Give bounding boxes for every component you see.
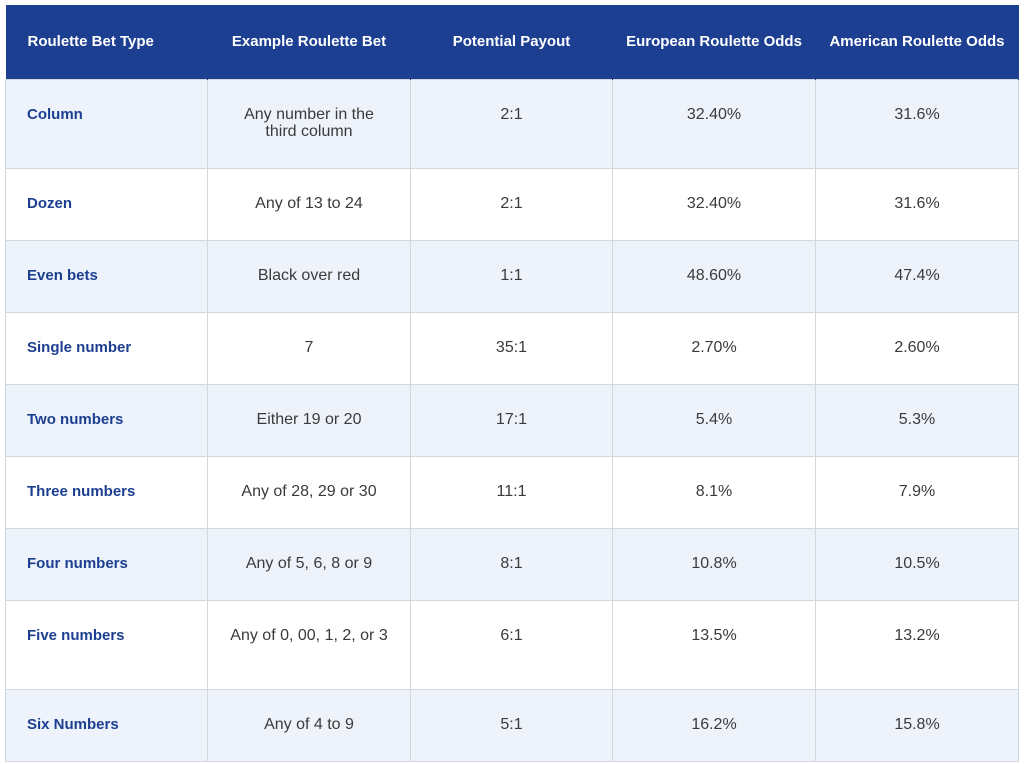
- cell-example: Any of 4 to 9: [207, 689, 411, 762]
- cell-bet-type: Six Numbers: [5, 689, 208, 762]
- cell-bet-type: Four numbers: [5, 528, 208, 601]
- table-row: Four numbers Any of 5, 6, 8 or 9 8:1 10.…: [5, 528, 1019, 601]
- cell-payout: 8:1: [410, 528, 613, 601]
- cell-european-odds: 10.8%: [612, 528, 816, 601]
- cell-bet-type: Single number: [5, 312, 208, 385]
- cell-american-odds: 5.3%: [815, 384, 1019, 457]
- cell-american-odds: 13.2%: [815, 600, 1019, 690]
- header-potential-payout: Potential Payout: [410, 5, 613, 80]
- table-header: Roulette Bet Type Example Roulette Bet P…: [5, 5, 1019, 80]
- cell-example: 7: [207, 312, 411, 385]
- cell-bet-type: Dozen: [5, 168, 208, 241]
- cell-example: Any number in the third column: [207, 79, 411, 169]
- cell-american-odds: 31.6%: [815, 168, 1019, 241]
- cell-payout: 35:1: [410, 312, 613, 385]
- cell-example: Any of 13 to 24: [207, 168, 411, 241]
- cell-bet-type: Column: [5, 79, 208, 169]
- cell-american-odds: 47.4%: [815, 240, 1019, 313]
- cell-american-odds: 10.5%: [815, 528, 1019, 601]
- cell-example: Any of 5, 6, 8 or 9: [207, 528, 411, 601]
- cell-example: Black over red: [207, 240, 411, 313]
- cell-bet-type: Even bets: [5, 240, 208, 313]
- table-row: Column Any number in the third column 2:…: [5, 79, 1019, 169]
- cell-payout: 6:1: [410, 600, 613, 690]
- header-european-odds: European Roulette Odds: [612, 5, 816, 80]
- cell-american-odds: 2.60%: [815, 312, 1019, 385]
- cell-european-odds: 2.70%: [612, 312, 816, 385]
- cell-bet-type: Three numbers: [5, 456, 208, 529]
- table-row: Three numbers Any of 28, 29 or 30 11:1 8…: [5, 456, 1019, 529]
- cell-bet-type: Two numbers: [5, 384, 208, 457]
- header-row: Roulette Bet Type Example Roulette Bet P…: [5, 5, 1019, 80]
- table-row: Even bets Black over red 1:1 48.60% 47.4…: [5, 240, 1019, 313]
- cell-european-odds: 32.40%: [612, 79, 816, 169]
- cell-payout: 1:1: [410, 240, 613, 313]
- cell-payout: 2:1: [410, 168, 613, 241]
- roulette-odds-table: Roulette Bet Type Example Roulette Bet P…: [5, 5, 1019, 762]
- table-row: Six Numbers Any of 4 to 9 5:1 16.2% 15.8…: [5, 689, 1019, 762]
- cell-american-odds: 15.8%: [815, 689, 1019, 762]
- cell-example: Any of 0, 00, 1, 2, or 3: [207, 600, 411, 690]
- cell-payout: 11:1: [410, 456, 613, 529]
- cell-european-odds: 16.2%: [612, 689, 816, 762]
- cell-bet-type: Five numbers: [5, 600, 208, 690]
- table-row: Two numbers Either 19 or 20 17:1 5.4% 5.…: [5, 384, 1019, 457]
- cell-payout: 5:1: [410, 689, 613, 762]
- cell-example: Any of 28, 29 or 30: [207, 456, 411, 529]
- header-example-bet: Example Roulette Bet: [207, 5, 411, 80]
- cell-european-odds: 48.60%: [612, 240, 816, 313]
- table-row: Single number 7 35:1 2.70% 2.60%: [5, 312, 1019, 385]
- cell-european-odds: 32.40%: [612, 168, 816, 241]
- cell-european-odds: 5.4%: [612, 384, 816, 457]
- cell-european-odds: 13.5%: [612, 600, 816, 690]
- cell-american-odds: 31.6%: [815, 79, 1019, 169]
- cell-european-odds: 8.1%: [612, 456, 816, 529]
- header-bet-type: Roulette Bet Type: [5, 5, 208, 80]
- cell-payout: 17:1: [410, 384, 613, 457]
- table-row: Dozen Any of 13 to 24 2:1 32.40% 31.6%: [5, 168, 1019, 241]
- cell-payout: 2:1: [410, 79, 613, 169]
- roulette-odds-table-container: Roulette Bet Type Example Roulette Bet P…: [5, 5, 1019, 762]
- cell-example: Either 19 or 20: [207, 384, 411, 457]
- header-american-odds: American Roulette Odds: [815, 5, 1019, 80]
- table-body: Column Any number in the third column 2:…: [5, 79, 1019, 762]
- cell-american-odds: 7.9%: [815, 456, 1019, 529]
- table-row: Five numbers Any of 0, 00, 1, 2, or 3 6:…: [5, 600, 1019, 690]
